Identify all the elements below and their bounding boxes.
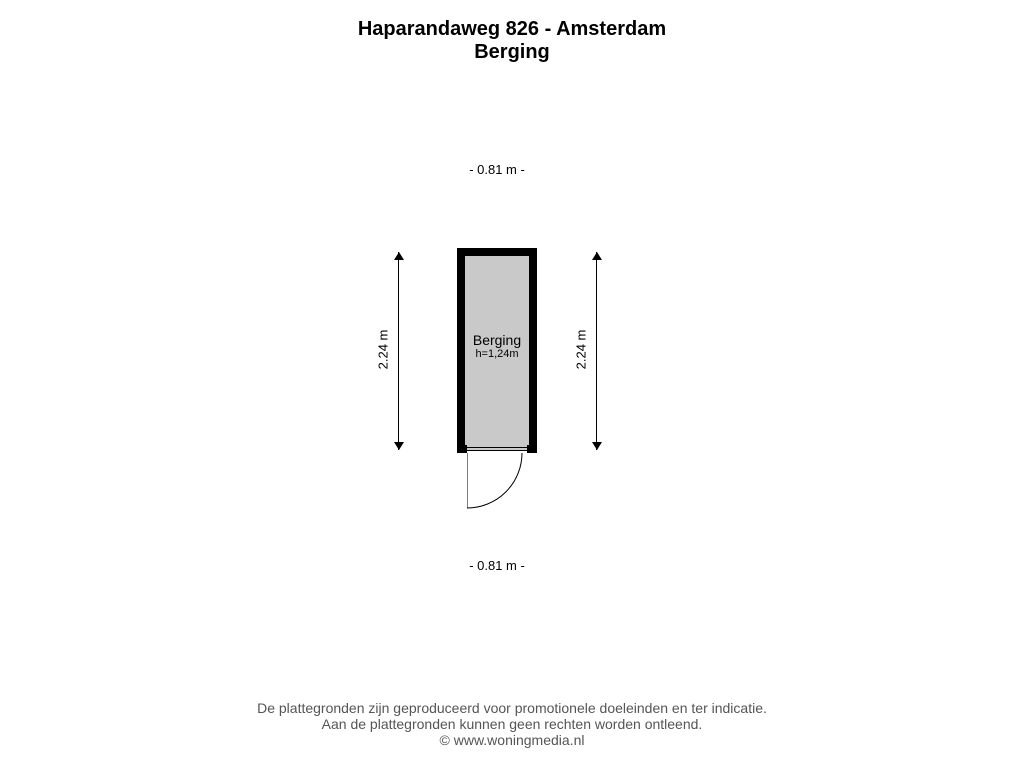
dimension-width-bottom: - 0.81 m - [0, 558, 1009, 573]
dimension-line-right [596, 252, 597, 450]
floorplan-stage: Berging h=1,24m - 0.81 m - - 0.81 m - 2.… [0, 0, 1024, 768]
door-swing-icon [467, 453, 526, 512]
arrow-icon [394, 252, 404, 260]
room-name: Berging [465, 332, 529, 348]
dimension-width-top: - 0.81 m - [0, 162, 1009, 177]
dimension-height-left: 2.24 m [376, 320, 391, 380]
door-threshold [467, 447, 527, 448]
dimension-height-right: 2.24 m [574, 320, 589, 380]
footer: De plattegronden zijn geproduceerd voor … [0, 700, 1024, 748]
wall-left [457, 248, 465, 453]
room-height-note: h=1,24m [465, 348, 529, 360]
wall-bottom-right-stub [527, 445, 537, 453]
wall-bottom-left-stub [457, 445, 467, 453]
footer-line-2: Aan de plattegronden kunnen geen rechten… [0, 716, 1024, 732]
wall-top [457, 248, 537, 256]
arrow-icon [592, 252, 602, 260]
dimension-line-left [398, 252, 399, 450]
wall-right [529, 248, 537, 453]
arrow-icon [394, 442, 404, 450]
arrow-icon [592, 442, 602, 450]
footer-line-3: © www.woningmedia.nl [0, 732, 1024, 748]
footer-line-1: De plattegronden zijn geproduceerd voor … [0, 700, 1024, 716]
room-label: Berging h=1,24m [465, 332, 529, 360]
